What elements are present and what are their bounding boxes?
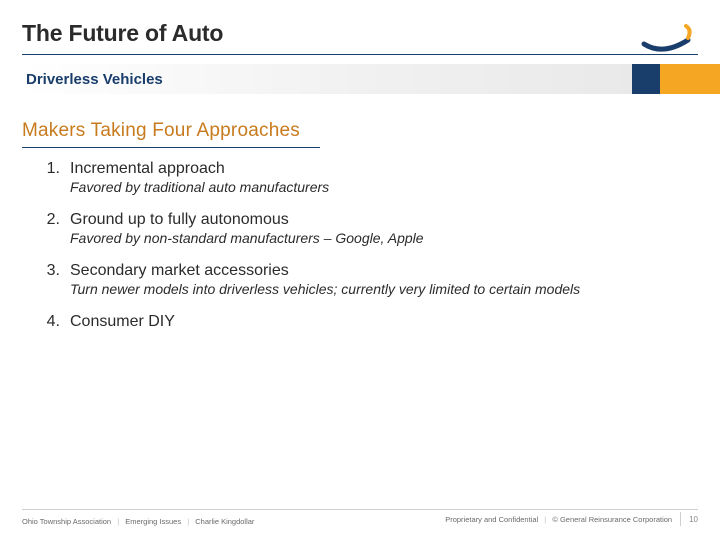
footer-rule: [22, 509, 698, 510]
section-title: Makers Taking Four Approaches: [22, 120, 300, 142]
footer-org: Ohio Township Association: [22, 517, 111, 526]
footer-author: Charlie Kingdollar: [195, 517, 254, 526]
item-number: 3.: [40, 262, 60, 280]
separator-icon: |: [544, 515, 546, 524]
item-title: Incremental approach: [70, 160, 690, 178]
item-description: Turn newer models into driverless vehicl…: [70, 281, 690, 297]
footer: Ohio Township Association | Emerging Iss…: [22, 512, 698, 526]
list-item: 3. Secondary market accessories Turn new…: [40, 262, 690, 297]
page-divider: [680, 512, 681, 526]
page-number: 10: [689, 515, 698, 524]
page-title: The Future of Auto: [22, 20, 223, 47]
separator-icon: |: [187, 517, 189, 526]
item-title: Secondary market accessories: [70, 262, 690, 280]
footer-confidential: Proprietary and Confidential: [445, 515, 538, 524]
footer-copyright: © General Reinsurance Corporation: [552, 515, 672, 524]
subtitle-bg: Driverless Vehicles: [22, 64, 632, 94]
accent-block-blue: [632, 64, 660, 94]
section-underline: [22, 147, 320, 148]
subtitle-band: Driverless Vehicles: [0, 64, 720, 94]
item-title: Ground up to fully autonomous: [70, 211, 690, 229]
item-description: Favored by non-standard manufacturers – …: [70, 230, 690, 246]
item-number: 2.: [40, 211, 60, 229]
accent-block-orange: [660, 64, 720, 94]
item-description: Favored by traditional auto manufacturer…: [70, 179, 690, 195]
subtitle: Driverless Vehicles: [26, 71, 163, 88]
footer-topic: Emerging Issues: [125, 517, 181, 526]
list-item: 1. Incremental approach Favored by tradi…: [40, 160, 690, 195]
slide: The Future of Auto Driverless Vehicles M…: [0, 0, 720, 540]
item-title: Consumer DIY: [70, 313, 690, 331]
list-item: 4. Consumer DIY: [40, 313, 690, 331]
separator-icon: |: [117, 517, 119, 526]
title-underline: [22, 54, 698, 55]
footer-left: Ohio Township Association | Emerging Iss…: [22, 517, 254, 526]
item-number: 1.: [40, 160, 60, 178]
list-item: 2. Ground up to fully autonomous Favored…: [40, 211, 690, 246]
item-number: 4.: [40, 313, 60, 331]
footer-right: Proprietary and Confidential | © General…: [445, 512, 698, 526]
content-list: 1. Incremental approach Favored by tradi…: [40, 160, 690, 347]
